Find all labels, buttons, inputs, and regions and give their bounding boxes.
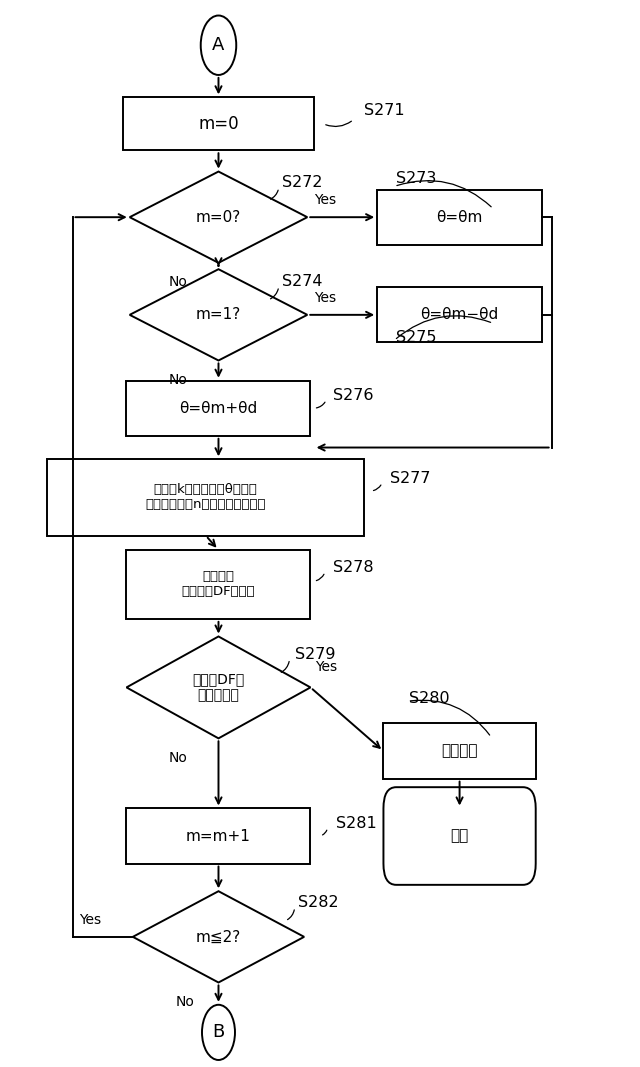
Text: S281: S281: [336, 815, 376, 830]
Text: No: No: [169, 372, 188, 387]
Text: 一致判定: 一致判定: [442, 744, 478, 759]
FancyBboxPatch shape: [377, 287, 542, 343]
FancyBboxPatch shape: [127, 381, 310, 435]
Text: S275: S275: [396, 331, 436, 346]
Polygon shape: [130, 172, 307, 262]
Text: 戻る: 戻る: [451, 828, 468, 844]
Text: 面番号k、回転角度θおよび
平行移動番号nの基準画像を選択: 面番号k、回転角度θおよび 平行移動番号nの基準画像を選択: [145, 483, 266, 511]
Text: S271: S271: [364, 103, 405, 118]
Text: θ=θm: θ=θm: [436, 210, 483, 225]
Text: S280: S280: [409, 691, 449, 706]
Text: S282: S282: [298, 895, 339, 910]
Text: S276: S276: [333, 387, 373, 402]
Text: S273: S273: [396, 171, 436, 187]
Circle shape: [201, 16, 236, 75]
Text: θ=θm+θd: θ=θm+θd: [179, 401, 258, 416]
Text: 相違度DFが
閾値以下？: 相違度DFが 閾値以下？: [193, 672, 244, 702]
Text: B: B: [212, 1023, 225, 1041]
FancyBboxPatch shape: [124, 97, 314, 150]
Text: Yes: Yes: [314, 193, 336, 207]
FancyBboxPatch shape: [47, 459, 364, 536]
Text: No: No: [169, 275, 188, 289]
Text: m=0?: m=0?: [196, 210, 241, 225]
Text: No: No: [169, 751, 188, 765]
Text: S277: S277: [390, 471, 430, 485]
Text: A: A: [212, 36, 225, 54]
Text: S274: S274: [282, 274, 323, 289]
Text: S279: S279: [294, 647, 335, 662]
Text: Yes: Yes: [314, 291, 336, 305]
Text: m=1?: m=1?: [196, 307, 241, 322]
Text: θ=θm−θd: θ=θm−θd: [420, 307, 499, 322]
FancyBboxPatch shape: [383, 787, 536, 885]
FancyBboxPatch shape: [377, 190, 542, 244]
Text: m=m+1: m=m+1: [186, 828, 251, 844]
FancyBboxPatch shape: [127, 550, 310, 619]
Text: No: No: [175, 994, 194, 1008]
Text: m≦2?: m≦2?: [196, 929, 241, 944]
Circle shape: [202, 1005, 235, 1060]
Text: m=0: m=0: [198, 115, 239, 132]
Polygon shape: [127, 636, 310, 738]
Polygon shape: [130, 269, 307, 361]
FancyBboxPatch shape: [383, 723, 536, 779]
Text: S278: S278: [333, 560, 373, 575]
FancyBboxPatch shape: [127, 809, 310, 863]
Text: Yes: Yes: [316, 660, 338, 674]
Text: 画像比較
（相違度DF算出）: 画像比較 （相違度DF算出）: [182, 571, 255, 599]
Text: Yes: Yes: [79, 913, 101, 927]
Text: S272: S272: [282, 175, 323, 191]
Polygon shape: [133, 891, 304, 983]
